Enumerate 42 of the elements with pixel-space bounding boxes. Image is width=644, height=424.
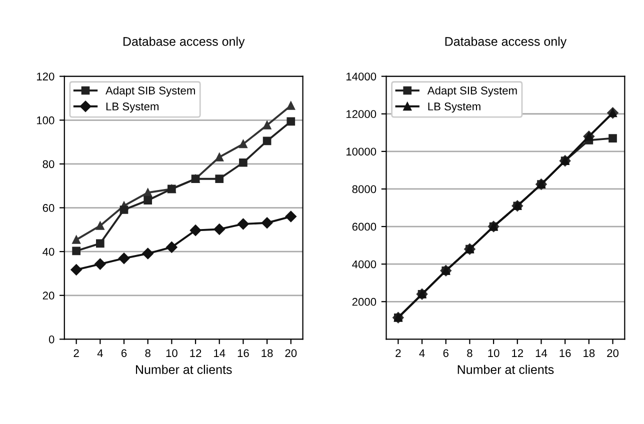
x-tick-label: 20 <box>607 349 619 358</box>
y-tick-label: 40 <box>42 248 54 256</box>
y-tick-label: 20 <box>42 292 54 300</box>
chart-title: Database access only <box>123 36 245 48</box>
x-tick-label: 14 <box>536 349 548 357</box>
y-tick-label: 0 <box>48 335 54 344</box>
x-axis-title: Number at clients <box>458 364 554 374</box>
x-tick-label: 16 <box>238 349 249 358</box>
x-tick-label: 10 <box>488 349 500 358</box>
y-tick-label: 14000 <box>346 72 376 80</box>
x-tick-label: 18 <box>584 349 595 358</box>
y-tick-label: 8000 <box>352 185 376 194</box>
x-tick-label: 2 <box>396 349 401 357</box>
x-tick-label: 10 <box>166 349 178 358</box>
x-tick-label: 8 <box>145 349 150 358</box>
x-tick-label: 16 <box>560 349 571 358</box>
y-tick-label: 120 <box>36 72 54 80</box>
y-tick-label: 12000 <box>346 110 376 118</box>
legend-label: LB System <box>106 102 158 113</box>
legend-label: Adapt SIB System <box>427 86 517 97</box>
x-tick-label: 6 <box>121 349 127 358</box>
x-tick-label: 18 <box>262 349 273 358</box>
x-tick-label: 20 <box>285 349 297 358</box>
y-tick-label: 10000 <box>346 148 376 156</box>
y-tick-label: 4000 <box>352 260 376 268</box>
legend-label: LB System <box>428 102 480 113</box>
x-axis-title: Number at clients <box>136 364 232 374</box>
y-tick-label: 80 <box>42 160 54 168</box>
x-tick-label: 4 <box>97 349 103 357</box>
x-tick-label: 2 <box>74 349 79 357</box>
y-tick-label: 100 <box>36 116 54 124</box>
x-tick-label: 12 <box>512 349 524 357</box>
x-tick-label: 6 <box>443 349 448 358</box>
x-tick-label: 14 <box>214 349 226 357</box>
x-tick-label: 8 <box>467 349 472 358</box>
legend-label: Adapt SIB System <box>106 86 195 97</box>
chart-title: Database access only <box>445 36 567 48</box>
x-tick-label: 12 <box>190 349 202 357</box>
y-tick-label: 6000 <box>352 222 376 231</box>
y-tick-label: 60 <box>42 204 54 212</box>
y-tick-label: 2000 <box>352 298 376 306</box>
x-tick-label: 4 <box>419 349 425 357</box>
